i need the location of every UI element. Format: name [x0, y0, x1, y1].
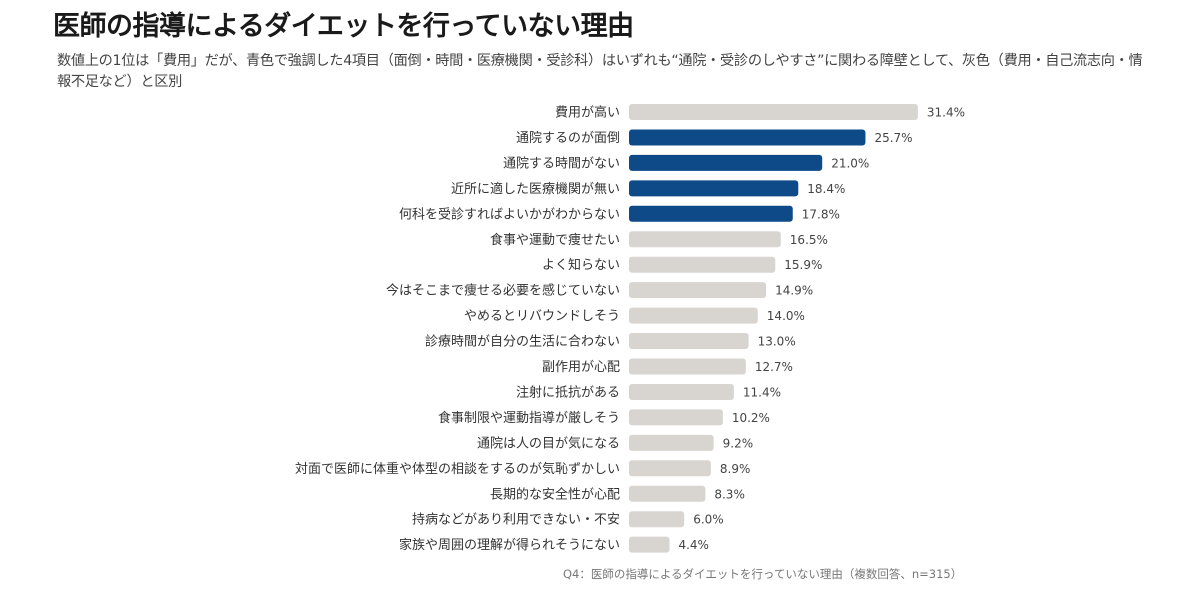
value-label: 14.9%: [775, 284, 813, 298]
bar: [629, 104, 918, 120]
value-label: 31.4%: [927, 106, 965, 120]
value-label: 9.2%: [723, 436, 754, 450]
category-label: 食事制限や運動指導が厳しそう: [438, 410, 620, 426]
bar: [629, 383, 734, 400]
bar: [629, 129, 866, 146]
category-label: 診療時間が自分の生活に合わない: [425, 334, 620, 350]
bar: [629, 358, 746, 375]
category-label: 対面で医師に体重や体型の相談をするのが気恥ずかしい: [295, 461, 620, 477]
category-label: 食事や運動で痩せたい: [490, 232, 620, 248]
bar: [629, 536, 670, 553]
category-label: 注射に抵抗がある: [516, 384, 620, 400]
category-label: 家族や周囲の理解が得られそうにない: [399, 537, 620, 553]
bar: [629, 485, 706, 502]
bar: [629, 409, 723, 426]
category-label: 通院は人の目が気になる: [477, 435, 620, 451]
value-label: 12.7%: [755, 360, 793, 374]
value-label: 6.0%: [693, 513, 724, 527]
category-label: 通院する時間がない: [503, 156, 620, 171]
bar: [629, 282, 767, 299]
value-label: 13.0%: [758, 335, 796, 349]
category-label: 通院するのが面倒: [516, 131, 620, 146]
category-label: 費用が高い: [555, 105, 620, 121]
category-label: 長期的な安全性が心配: [490, 486, 620, 502]
category-label: やめるとリバウンドしそう: [464, 309, 620, 324]
bar: [629, 180, 799, 197]
bar: [629, 434, 714, 451]
chart-footnote: Q4：医師の指導によるダイエットを行っていない理由（複数回答、n=315）: [563, 567, 963, 581]
value-label: 8.3%: [714, 487, 745, 501]
bar: [629, 307, 758, 324]
bar: [629, 333, 749, 350]
value-label: 15.9%: [784, 258, 822, 272]
bar: [629, 256, 776, 273]
category-label: 持病などがあり利用できない・不安: [412, 513, 620, 528]
value-label: 8.9%: [720, 462, 751, 476]
chart-subtitle: 数値上の1位は「費用」だが、青色で強調した4項目（面倒・時間・医療機関・受診科）…: [57, 53, 1143, 90]
bar: [629, 231, 781, 248]
category-label: 副作用が心配: [542, 360, 620, 375]
category-label: 近所に適した医療機関が無い: [451, 181, 620, 197]
value-label: 14.0%: [767, 309, 805, 323]
category-label: 何科を受診すればよいかがわからない: [399, 206, 620, 222]
category-label: よく知らない: [542, 257, 620, 273]
value-label: 16.5%: [790, 233, 828, 247]
value-label: 21.0%: [831, 156, 869, 170]
value-label: 17.8%: [802, 207, 840, 221]
value-label: 4.4%: [678, 538, 709, 552]
value-label: 10.2%: [732, 411, 770, 425]
value-label: 25.7%: [874, 131, 912, 145]
page-title: 医師の指導によるダイエットを行っていない理由: [53, 11, 634, 42]
bar: [629, 511, 685, 528]
value-label: 11.4%: [743, 385, 781, 399]
bar: [629, 205, 793, 222]
bar: [629, 460, 711, 477]
category-label: 今はそこまで痩せる必要を感じていない: [386, 283, 620, 299]
bar: [629, 154, 823, 171]
value-label: 18.4%: [807, 182, 845, 196]
